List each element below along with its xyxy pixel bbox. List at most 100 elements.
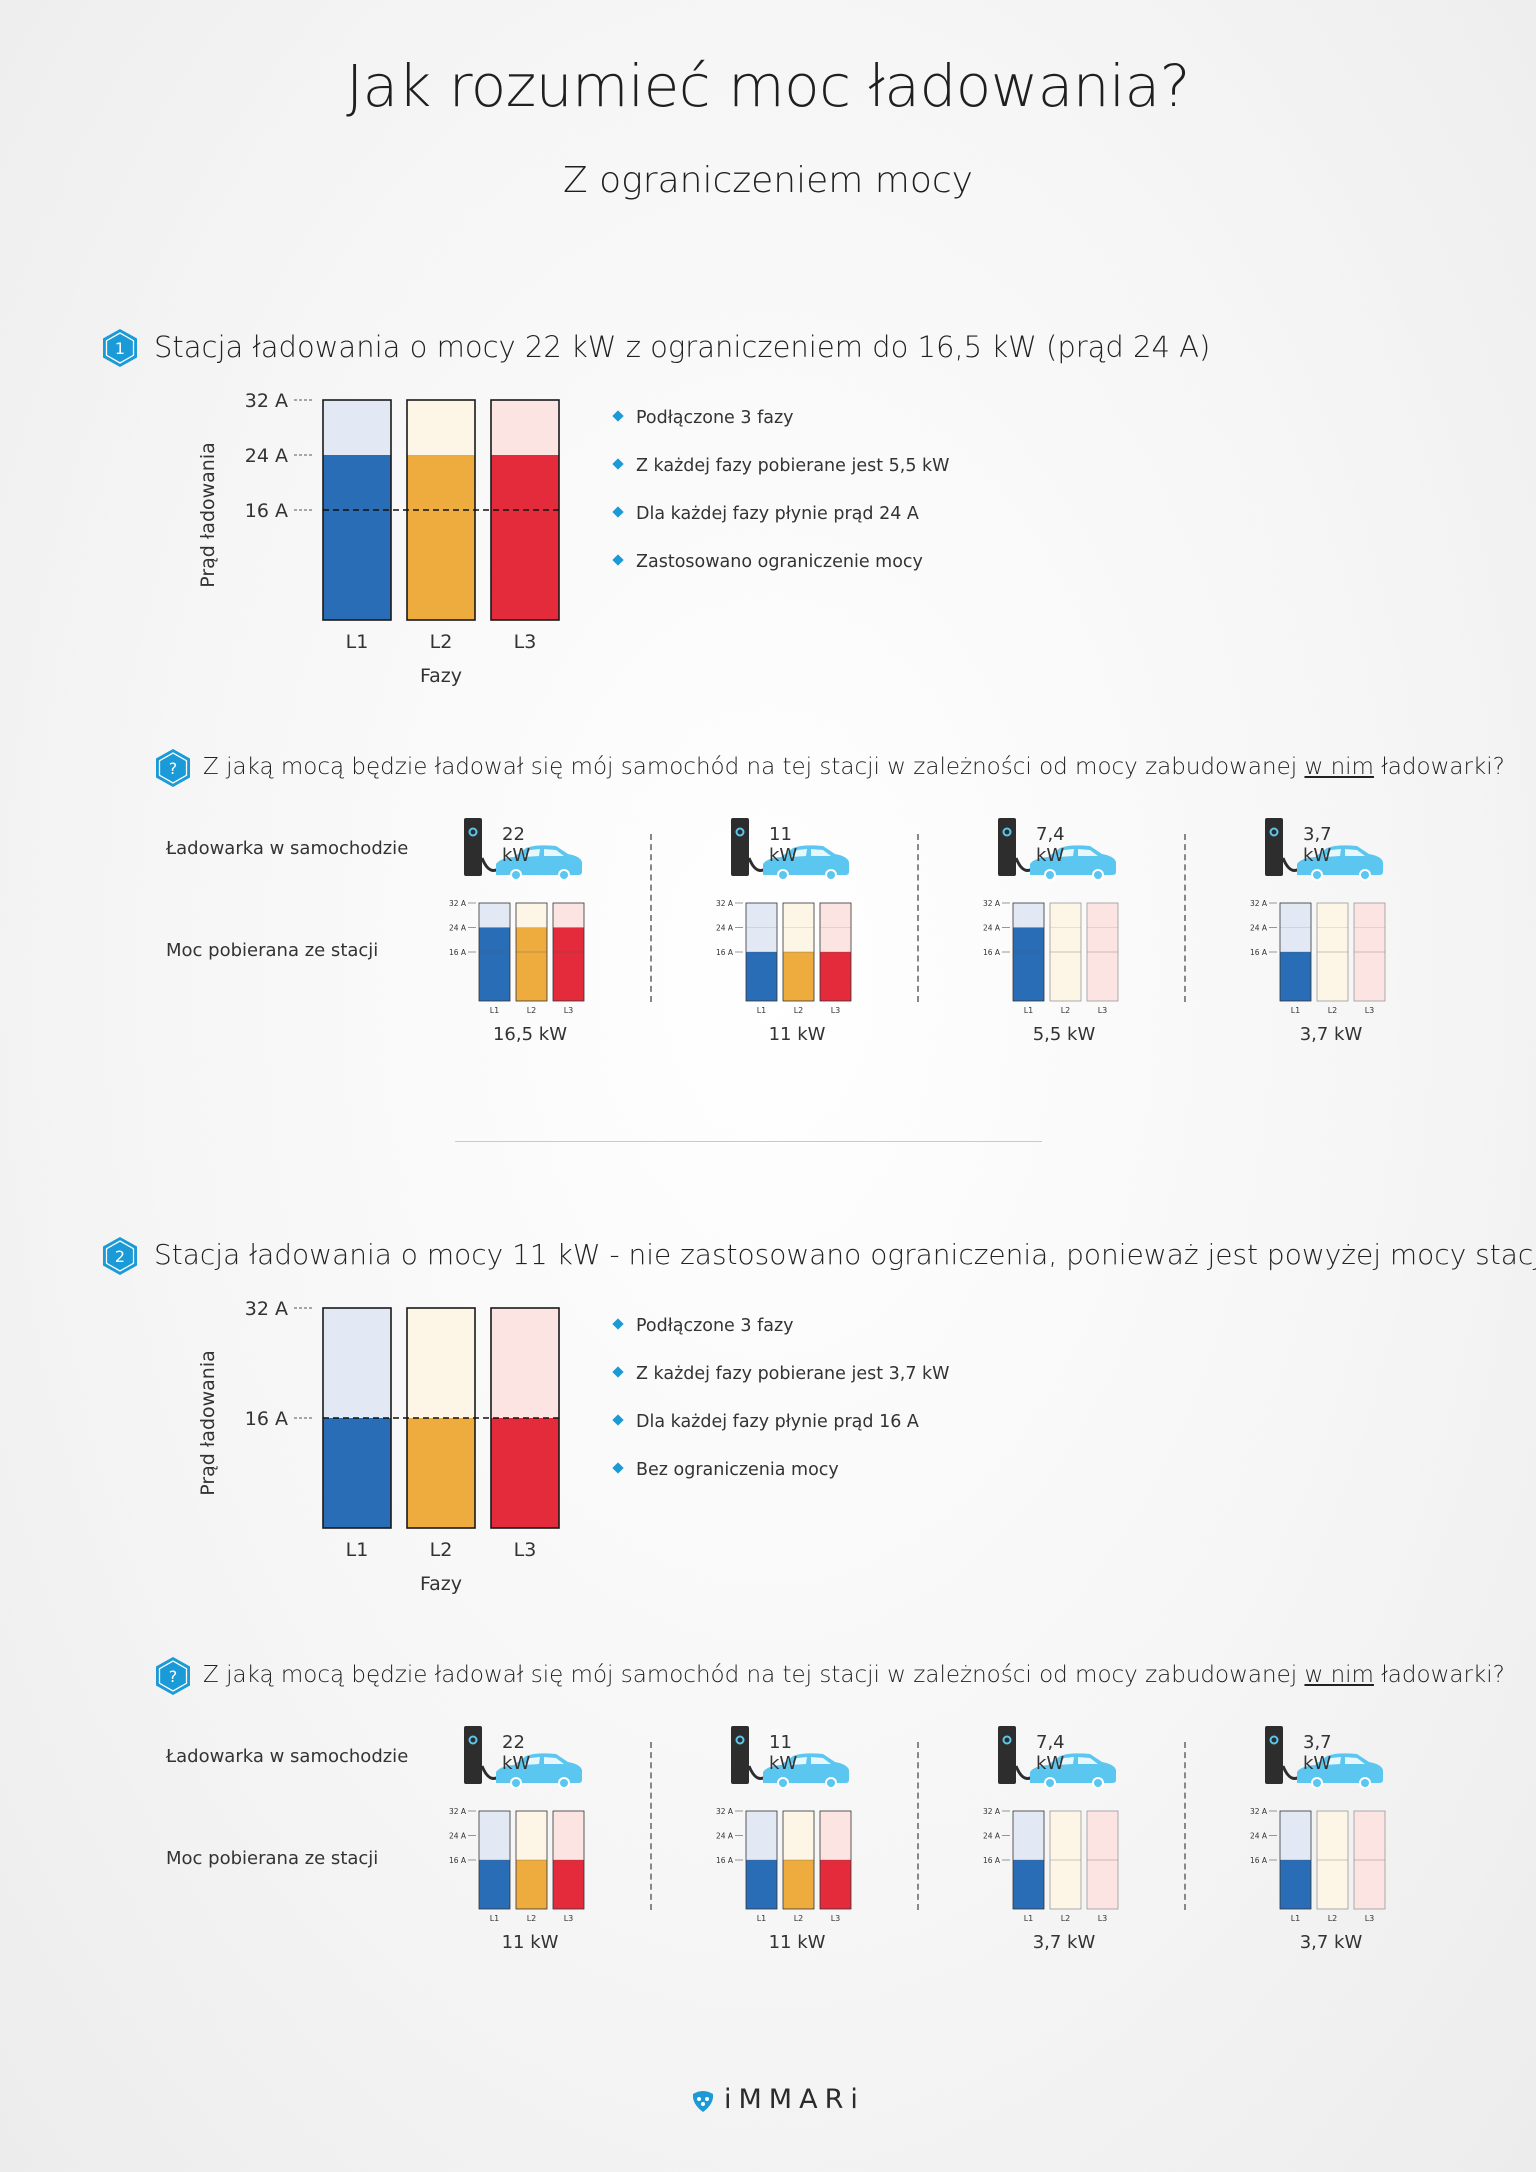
question-hexagon-icon: ? xyxy=(156,1657,190,1695)
scenario-separator xyxy=(650,834,652,1002)
scenario-separator xyxy=(1184,1742,1186,1910)
bullet-item: Z każdej fazy pobierane jest 5,5 kW xyxy=(614,456,949,504)
charger-car-illustration xyxy=(998,818,1116,881)
bullet-item: Dla każdej fazy płynie prąd 24 A xyxy=(614,504,949,552)
mini-x-label: L1 xyxy=(490,1914,500,1923)
mini-y-label: 24 A xyxy=(983,924,1001,933)
x-tick-label: L1 xyxy=(346,631,369,653)
mini-y-label: 32 A xyxy=(449,1808,467,1816)
section-2-question: Z jaką mocą będzie ładował się mój samoc… xyxy=(203,1662,1505,1688)
mini-x-label: L3 xyxy=(564,1914,574,1923)
car-wheel-icon xyxy=(779,1779,787,1787)
y-axis-title: Prąd ładowania xyxy=(197,442,219,588)
svg-text:?: ? xyxy=(169,759,178,778)
mini-phase-chart: L1 L2 L3 32 A 24 A 16 A xyxy=(983,1808,1119,1923)
hexagon-icon: 1 xyxy=(103,329,137,367)
brand-mark-icon xyxy=(692,2091,714,2112)
hexagon-icon: 2 xyxy=(103,1237,137,1275)
mini-bar-L1 xyxy=(1013,927,1044,1001)
section-1-bullets: Podłączone 3 fazy Z każdej fazy pobieran… xyxy=(614,408,949,600)
mini-bar-L1 xyxy=(479,927,510,1001)
mini-x-label: L2 xyxy=(527,1006,537,1015)
charger-car-illustration xyxy=(998,1726,1116,1789)
badge-1: 1 xyxy=(102,328,138,372)
x-tick-label: L3 xyxy=(514,631,537,653)
mini-y-label: 16 A xyxy=(983,1856,1001,1865)
mini-y-label: 24 A xyxy=(983,1832,1001,1841)
charger-car-illustration xyxy=(731,1726,849,1789)
page-subtitle: Z ograniczeniem mocy xyxy=(563,160,973,201)
charger-light-icon xyxy=(1002,827,1012,837)
mini-y-label: 16 A xyxy=(449,1856,467,1865)
charger-car-illustration xyxy=(1265,1726,1383,1789)
resulting-power: 5,5 kW xyxy=(1032,1024,1096,1045)
car-icon xyxy=(1297,845,1383,875)
bullet-item: Z każdej fazy pobierane jest 3,7 kW xyxy=(614,1364,949,1412)
mini-x-label: L1 xyxy=(1024,1914,1034,1923)
mini-phase-chart: L1 L2 L3 32 A 24 A 16 A xyxy=(1250,900,1386,1015)
bullet-item: Zastosowano ograniczenie mocy xyxy=(614,552,949,600)
mini-bar-L1 xyxy=(1280,1860,1311,1909)
mini-bar-L2 xyxy=(516,927,547,1001)
x-axis-title: Fazy xyxy=(420,1573,462,1595)
mini-y-label: 24 A xyxy=(716,1832,734,1841)
car-icon xyxy=(763,1753,849,1783)
badge-number: 1 xyxy=(115,339,125,358)
charger-light-icon xyxy=(1002,1735,1012,1745)
mini-x-label: L2 xyxy=(527,1914,537,1923)
charger-light-icon xyxy=(735,827,745,837)
mini-x-label: L1 xyxy=(1024,1006,1034,1015)
mini-y-label: 16 A xyxy=(716,948,734,957)
charger-light-icon xyxy=(735,1735,745,1745)
car-icon xyxy=(496,1753,582,1783)
mini-bar-L2 xyxy=(516,1860,547,1909)
mini-y-label: 32 A xyxy=(983,1808,1001,1816)
section-2-current-chart: L1 L2 L3 32 A 16 A Fazy Prąd ładowania xyxy=(197,1298,560,1595)
car-wheel-icon xyxy=(1313,1779,1321,1787)
scenario-separator xyxy=(650,1742,652,1910)
onboard-charger-power: 3,7 kW xyxy=(1303,1732,1332,1774)
car-wheel-icon xyxy=(779,871,787,879)
mini-y-label: 32 A xyxy=(983,900,1001,908)
mini-y-label: 24 A xyxy=(716,924,734,933)
row-label-power: Moc pobierana ze stacji xyxy=(166,940,379,961)
charger-post-icon xyxy=(464,1726,482,1784)
onboard-charger-power: 22 kW xyxy=(502,1732,531,1774)
resulting-power: 11 kW xyxy=(768,1932,826,1953)
mini-y-label: 16 A xyxy=(449,948,467,957)
charger-car-illustration xyxy=(464,818,582,881)
mini-bar-L3 xyxy=(820,952,851,1001)
mini-x-label: L3 xyxy=(831,1006,841,1015)
bar-L2 xyxy=(407,1418,475,1528)
mini-x-label: L3 xyxy=(1098,1006,1108,1015)
bar-L3 xyxy=(491,1418,559,1528)
onboard-charger-power: 22 kW xyxy=(502,824,531,866)
mini-bar-L3 xyxy=(820,1860,851,1909)
x-tick-label: L3 xyxy=(514,1539,537,1561)
car-wheel-icon xyxy=(512,871,520,879)
charger-post-icon xyxy=(731,1726,749,1784)
car-wheel-icon xyxy=(512,1779,520,1787)
bullet-item: Podłączone 3 fazy xyxy=(614,1316,949,1364)
car-window-icon xyxy=(524,1757,564,1765)
mini-x-label: L3 xyxy=(564,1006,574,1015)
car-wheel-icon xyxy=(1094,871,1102,879)
resulting-power: 3,7 kW xyxy=(1299,1932,1363,1953)
section-1-title: Stacja ładowania o mocy 22 kW z ogranicz… xyxy=(154,330,1211,364)
bullet-item: Podłączone 3 fazy xyxy=(614,408,949,456)
mini-y-label: 16 A xyxy=(983,948,1001,957)
mini-x-label: L2 xyxy=(794,1914,804,1923)
question-badge-1: ? xyxy=(155,748,191,792)
charger-post-icon xyxy=(998,1726,1016,1784)
charger-post-icon xyxy=(1265,818,1283,876)
mini-bar-L1 xyxy=(479,1860,510,1909)
x-tick-label: L1 xyxy=(346,1539,369,1561)
mini-x-label: L1 xyxy=(1291,1914,1301,1923)
y-axis-title: Prąd ładowania xyxy=(197,1350,219,1496)
mini-phase-chart: L1 L2 L3 32 A 24 A 16 A xyxy=(1250,1808,1386,1923)
row-label-power: Moc pobierana ze stacji xyxy=(166,1848,379,1869)
mini-x-label: L3 xyxy=(1098,1914,1108,1923)
charger-post-icon xyxy=(1265,1726,1283,1784)
car-window-icon xyxy=(791,1757,831,1765)
car-wheel-icon xyxy=(1361,1779,1369,1787)
